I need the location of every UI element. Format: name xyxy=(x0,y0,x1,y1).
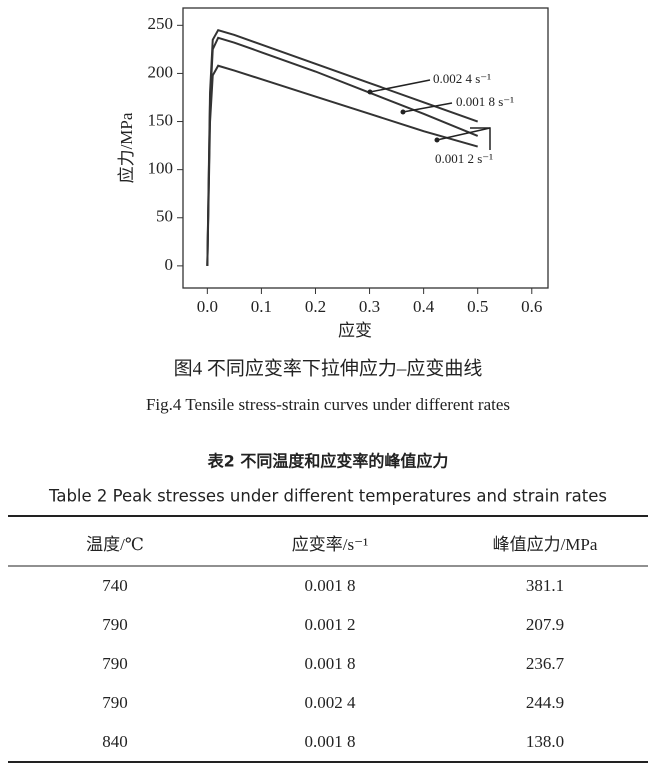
y-tick-label: 250 xyxy=(148,14,174,33)
table-cell: 840 xyxy=(102,732,128,751)
annotation-arrow xyxy=(402,102,453,113)
table-cell: 790 xyxy=(102,615,128,634)
x-tick-label: 0.3 xyxy=(359,297,380,316)
annotation-arrow xyxy=(436,127,491,141)
table-caption-zh: 表2 不同温度和应变率的峰值应力 xyxy=(207,452,449,471)
figure-caption-en: Fig.4 Tensile stress-strain curves under… xyxy=(146,395,510,414)
x-axis-label: 应变 xyxy=(338,321,372,340)
arrow-head xyxy=(400,109,406,115)
table-cell: 0.001 8 xyxy=(305,576,356,595)
legend-entry: 0.002 4 s⁻¹ xyxy=(433,71,491,86)
plot-frame xyxy=(182,7,549,289)
line xyxy=(206,36,479,266)
table-cell: 0.002 4 xyxy=(305,693,357,712)
line xyxy=(206,64,478,266)
arrow-head xyxy=(367,89,373,95)
x-tick-label: 0.4 xyxy=(413,297,435,316)
y-tick-label: 150 xyxy=(148,110,174,129)
y-tick-label: 50 xyxy=(156,207,173,226)
x-tick-label: 0.2 xyxy=(305,297,326,316)
table-header: 峰值应力/MPa xyxy=(493,535,598,554)
arrow-head xyxy=(434,137,440,143)
table-cell: 740 xyxy=(102,576,128,595)
x-tick-label: 0.1 xyxy=(251,297,272,316)
table-caption-en: Table 2 Peak stresses under different te… xyxy=(48,487,607,506)
y-tick-label: 0 xyxy=(165,255,174,274)
y-tick-label: 200 xyxy=(148,62,174,81)
table-cell: 790 xyxy=(102,693,128,712)
legend-entry: 0.001 2 s⁻¹ xyxy=(435,151,493,166)
table-cell: 244.9 xyxy=(526,693,564,712)
figure-caption-zh: 图4 不同应变率下拉伸应力–应变曲线 xyxy=(174,357,483,379)
x-tick-label: 0.6 xyxy=(521,297,542,316)
y-tick-label: 100 xyxy=(148,159,174,178)
y-axis-label: 应力/MPa xyxy=(117,112,136,183)
table-cell: 381.1 xyxy=(526,576,564,595)
table-cell: 138.0 xyxy=(526,732,564,751)
annotation-bracket xyxy=(470,127,491,150)
x-tick-label: 0.5 xyxy=(467,297,488,316)
legend-entry: 0.001 8 s⁻¹ xyxy=(456,94,514,109)
table-header: 应变率/s⁻¹ xyxy=(292,535,368,554)
x-tick-label: 0.0 xyxy=(197,297,218,316)
table-cell: 207.9 xyxy=(526,615,564,634)
table-cell: 0.001 2 xyxy=(305,615,356,634)
table-cell: 0.001 8 xyxy=(305,732,356,751)
annotation-arrow xyxy=(369,79,431,93)
table-cell: 0.001 8 xyxy=(305,654,356,673)
table-header: 温度/℃ xyxy=(86,535,144,554)
line xyxy=(206,28,479,266)
table-cell: 790 xyxy=(102,654,128,673)
table-cell: 236.7 xyxy=(526,654,565,673)
